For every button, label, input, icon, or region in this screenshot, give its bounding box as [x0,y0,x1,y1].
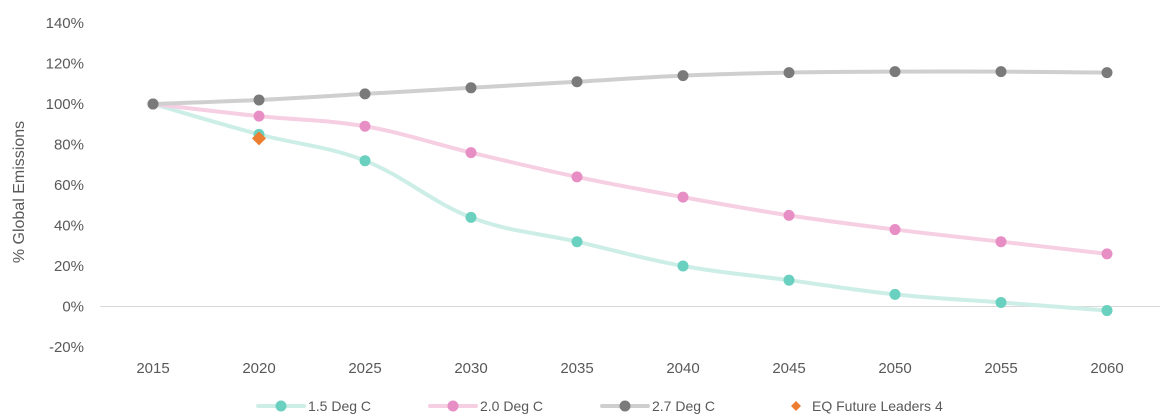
x-tick-label: 2055 [984,360,1017,377]
series-point-1-5-deg-c [1101,305,1113,317]
legend-marker [275,400,287,412]
legend-marker [447,400,459,412]
series-point-2-0-deg-c [253,110,265,122]
x-tick-label: 2030 [454,360,487,377]
x-tick-label: 2020 [242,360,275,377]
series-point-1-5-deg-c [571,236,583,248]
series-point-2-7-deg-c [147,98,159,110]
series-point-2-0-deg-c [677,191,689,203]
series-lines [151,69,1109,313]
series-point-1-5-deg-c [995,296,1007,308]
series-point-2-0-deg-c [465,147,477,159]
series-point-2-0-deg-c [995,236,1007,248]
legend-label: 2.7 Deg C [652,398,715,414]
legend-marker [619,400,631,412]
series-point-2-7-deg-c [995,66,1007,78]
series-point-1-5-deg-c [359,155,371,167]
series-point-2-0-deg-c [889,224,901,236]
series-point-1-5-deg-c [889,288,901,300]
series-line-1-5-deg-c [151,102,1109,313]
series-point-2-0-deg-c [783,209,795,221]
series-point-2-7-deg-c [677,70,689,82]
series-point-1-5-deg-c [783,274,795,286]
x-tick-label: 2015 [136,360,169,377]
y-axis-title: % Global Emissions [11,121,28,263]
y-tick-label: 140% [46,15,84,32]
series-point-2-7-deg-c [1101,67,1113,79]
x-tick-label: 2035 [560,360,593,377]
series-markers [147,66,1113,317]
eq-future-leaders-point [252,131,266,146]
series-line-2-0-deg-c [151,102,1109,256]
series-point-2-7-deg-c [783,67,795,79]
series-line-2-7-deg-c [151,69,1109,106]
legend-diamond-swatch [791,401,801,411]
series-point-2-0-deg-c [571,171,583,183]
x-tick-label: 2060 [1090,360,1123,377]
series-point-2-7-deg-c [889,66,901,78]
y-tick-label: 80% [54,137,84,154]
series-point-2-7-deg-c [465,82,477,94]
x-tick-label: 2025 [348,360,381,377]
y-tick-label: 40% [54,218,84,235]
series-point-1-5-deg-c [677,260,689,272]
x-tick-label: 2050 [878,360,911,377]
y-tick-label: 0% [62,299,84,316]
x-tick-label: 2040 [666,360,699,377]
series-point-1-5-deg-c [465,211,477,223]
legend-label: EQ Future Leaders 4 [812,398,943,414]
legend: 1.5 Deg C 2.0 Deg C 2.7 Deg C EQ Future Lea… [256,398,943,414]
y-tick-label: 100% [46,96,84,113]
series-point-2-7-deg-c [359,88,371,100]
y-tick-label: 120% [46,56,84,73]
y-tick-label: 60% [54,177,84,194]
series-point-2-0-deg-c [359,120,371,132]
y-axis-ticks: -20% 0% 20% 40% 60% 80% 100% 120% 140% [46,15,84,356]
y-tick-label: 20% [54,258,84,275]
extra-points [252,131,266,146]
x-tick-label: 2045 [772,360,805,377]
legend-label: 2.0 Deg C [480,398,543,414]
legend-label: 1.5 Deg C [308,398,371,414]
x-axis-ticks: 2015 2020 2025 2030 2035 2040 2045 2050 2055 2060 [136,360,1123,377]
series-point-2-7-deg-c [571,76,583,88]
y-tick-label: -20% [49,339,84,356]
series-point-2-0-deg-c [1101,248,1113,260]
series-point-2-7-deg-c [253,94,265,106]
